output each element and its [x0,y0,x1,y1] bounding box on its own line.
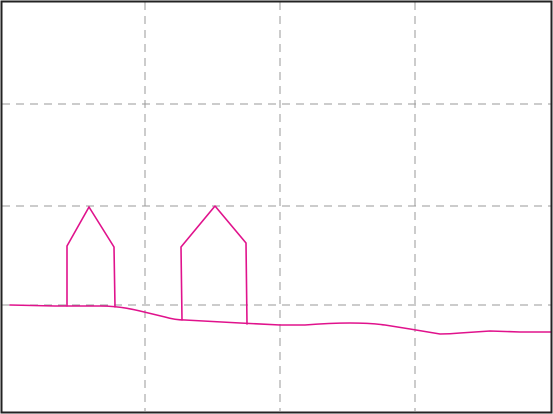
house-left [66,206,116,308]
house-right [180,205,248,325]
ground-line [9,304,552,335]
sketch [9,205,552,335]
